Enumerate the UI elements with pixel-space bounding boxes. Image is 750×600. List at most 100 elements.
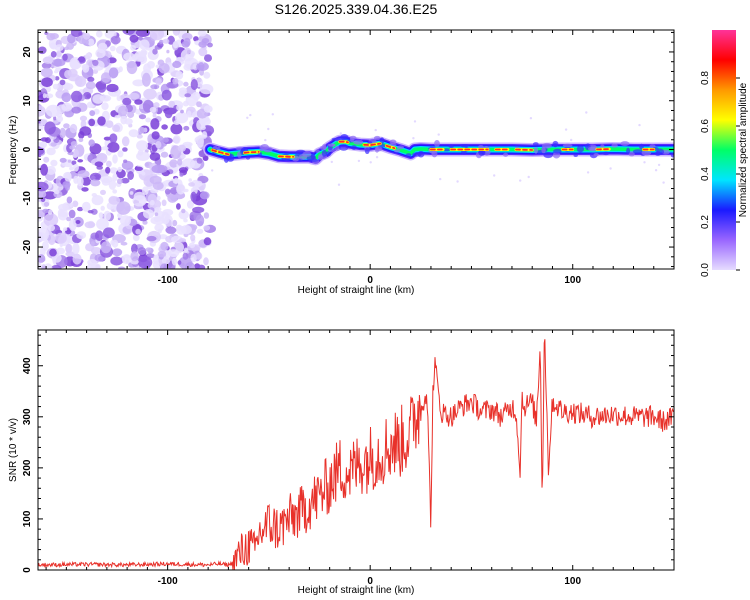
noise-blob bbox=[187, 143, 192, 149]
noise-blob bbox=[81, 187, 89, 192]
noise-speckle bbox=[369, 161, 372, 164]
noise-blob bbox=[68, 209, 76, 219]
noise-blob bbox=[38, 46, 47, 55]
noise-blob bbox=[124, 118, 133, 125]
noise-blob bbox=[52, 83, 59, 90]
ridge-blob bbox=[317, 154, 323, 161]
noise-blob bbox=[46, 165, 56, 175]
noise-blob bbox=[172, 41, 179, 49]
ridge-core-red bbox=[338, 140, 349, 144]
noise-blob bbox=[54, 44, 64, 52]
noise-blob bbox=[153, 102, 160, 108]
noise-blob bbox=[96, 152, 108, 164]
noise-blob bbox=[66, 216, 71, 222]
noise-blob bbox=[67, 159, 72, 163]
noise-blob bbox=[199, 191, 210, 200]
noise-blob bbox=[181, 208, 186, 214]
noise-blob bbox=[88, 118, 96, 127]
noise-blob bbox=[195, 214, 205, 227]
noise-blob bbox=[183, 218, 188, 223]
noise-blob bbox=[69, 166, 74, 171]
noise-blob bbox=[108, 179, 117, 190]
y-tick-label: 10 bbox=[22, 95, 33, 107]
noise-blob bbox=[96, 30, 103, 38]
noise-blob bbox=[121, 160, 134, 170]
noise-blob bbox=[149, 152, 161, 161]
noise-blob bbox=[136, 151, 150, 161]
noise-blob bbox=[71, 160, 77, 166]
noise-blob bbox=[131, 243, 138, 254]
ridge-blob bbox=[315, 149, 320, 154]
ridge-blob bbox=[552, 143, 558, 148]
noise-blob bbox=[63, 227, 68, 232]
noise-blob bbox=[91, 195, 104, 206]
noise-blob bbox=[172, 60, 182, 69]
noise-blob bbox=[43, 201, 50, 207]
ridge-core-red bbox=[385, 144, 396, 150]
noise-blob bbox=[69, 58, 80, 70]
ridge-blob bbox=[533, 142, 539, 146]
noise-blob bbox=[126, 60, 138, 75]
noise-speckle bbox=[375, 156, 379, 159]
y-tick-label: 0 bbox=[22, 567, 33, 573]
noise-blob bbox=[64, 171, 72, 183]
noise-blob bbox=[85, 40, 89, 45]
noise-blob bbox=[109, 167, 118, 174]
noise-blob bbox=[177, 158, 183, 166]
noise-speckle bbox=[585, 111, 588, 114]
noise-blob bbox=[143, 88, 157, 100]
noise-blob bbox=[150, 118, 160, 130]
ridge-blob bbox=[364, 147, 370, 154]
noise-blob bbox=[181, 32, 193, 41]
noise-blob bbox=[177, 144, 186, 152]
noise-blob bbox=[175, 70, 184, 80]
noise-speckle bbox=[246, 116, 249, 120]
noise-blob bbox=[41, 265, 47, 269]
noise-blob bbox=[45, 93, 54, 99]
noise-blob bbox=[101, 102, 109, 110]
noise-blob bbox=[149, 199, 155, 206]
noise-blob bbox=[120, 241, 128, 246]
ridge-blob bbox=[641, 150, 652, 156]
noise-speckle bbox=[339, 132, 342, 135]
noise-speckle bbox=[437, 133, 440, 136]
noise-blob bbox=[83, 92, 92, 100]
noise-blob bbox=[100, 72, 111, 83]
noise-blob bbox=[196, 119, 204, 131]
noise-speckle bbox=[529, 117, 533, 120]
noise-blob bbox=[69, 123, 78, 134]
ridge-blob bbox=[460, 144, 469, 148]
noise-blob bbox=[100, 205, 105, 211]
noise-blob bbox=[55, 50, 62, 57]
noise-blob bbox=[129, 191, 134, 195]
ridge-blob bbox=[632, 149, 643, 154]
noise-blob bbox=[162, 38, 170, 44]
noise-blob bbox=[72, 253, 82, 265]
noise-blob bbox=[106, 160, 112, 168]
noise-blob bbox=[197, 264, 206, 269]
noise-blob bbox=[76, 176, 84, 187]
noise-blob bbox=[62, 53, 68, 61]
noise-blob bbox=[47, 209, 53, 215]
noise-blob bbox=[123, 52, 136, 61]
noise-blob bbox=[151, 131, 160, 140]
noise-blob bbox=[112, 248, 123, 257]
noise-speckle bbox=[662, 181, 665, 184]
noise-blob bbox=[154, 223, 164, 232]
noise-blob bbox=[72, 200, 79, 208]
noise-region bbox=[38, 30, 669, 269]
noise-blob bbox=[201, 38, 210, 44]
noise-blob bbox=[59, 157, 67, 163]
noise-speckle bbox=[657, 163, 661, 167]
spectrogram-y-label: Frequency (Hz) bbox=[8, 116, 19, 185]
noise-blob bbox=[137, 256, 153, 269]
noise-blob bbox=[98, 42, 108, 51]
ridge-blob bbox=[338, 144, 349, 151]
noise-blob bbox=[190, 79, 198, 91]
noise-blob bbox=[162, 137, 169, 143]
ridge-blob bbox=[562, 143, 573, 148]
noise-blob bbox=[168, 100, 176, 108]
noise-blob bbox=[79, 126, 92, 136]
noise-blob bbox=[83, 32, 91, 40]
noise-blob bbox=[39, 141, 47, 148]
